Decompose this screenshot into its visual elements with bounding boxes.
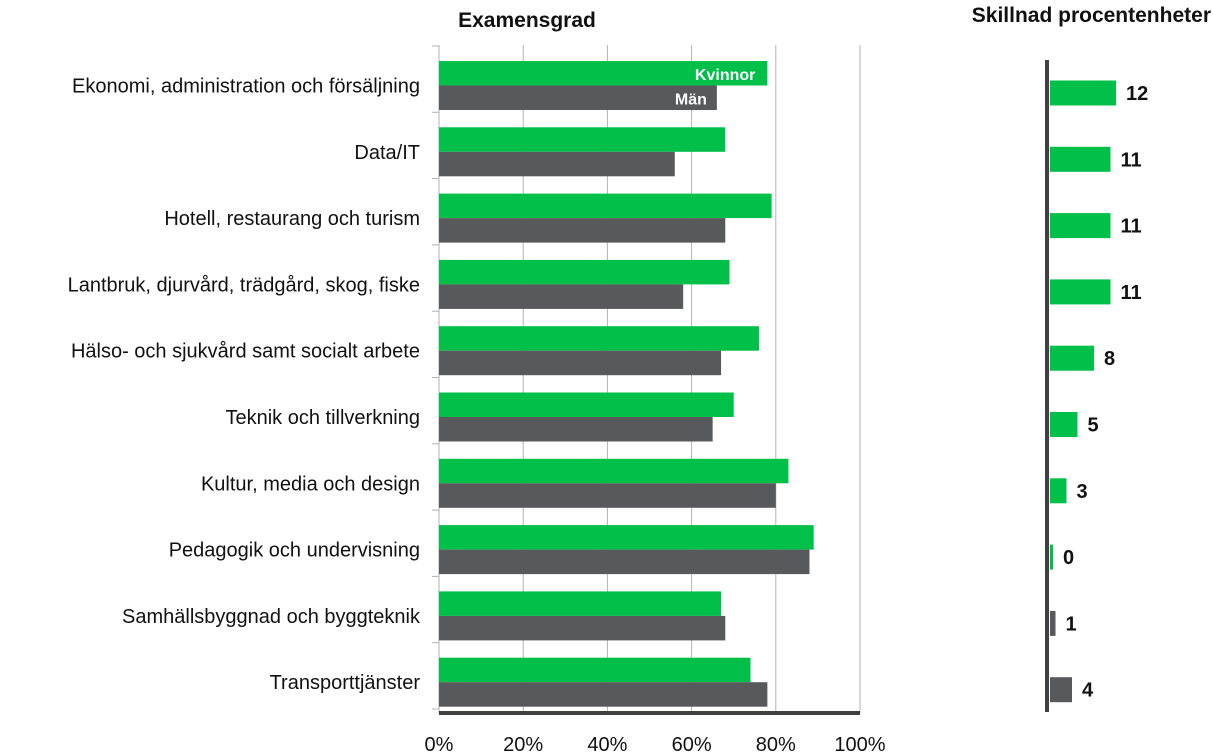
- category-label: Samhällsbyggnad och byggteknik: [122, 606, 421, 628]
- bar-man: [439, 615, 726, 641]
- difference-bar: [1050, 345, 1094, 371]
- category-labels: Ekonomi, administration och försäljning D…: [68, 76, 421, 695]
- difference-bar: [1050, 478, 1067, 504]
- bar-man: [439, 417, 713, 442]
- bar-kvinnor: [439, 525, 814, 550]
- bar-man: [439, 549, 810, 575]
- difference-bar: [1050, 677, 1072, 703]
- bar-kvinnor: [439, 259, 730, 285]
- bar-man: [439, 151, 675, 177]
- chart-title-skillnad: Skillnad procentenheter: [972, 4, 1211, 27]
- bar-kvinnor: [439, 458, 789, 484]
- legend-label-man: Män: [675, 92, 707, 109]
- bar-kvinnor: [439, 127, 726, 152]
- difference-bar: [1050, 80, 1116, 106]
- difference-value-label: 12: [1126, 83, 1148, 105]
- x-tick-label: 60%: [672, 734, 712, 755]
- bar-man: [439, 682, 768, 707]
- bar-kvinnor: [439, 61, 768, 86]
- category-label: Data/IT: [354, 142, 420, 164]
- difference-value-label: 8: [1104, 348, 1115, 370]
- difference-bar: [1050, 279, 1111, 305]
- chart-title-examensgrad: Examensgrad: [458, 9, 596, 32]
- category-label: Hälso- och sjukvård samt socialt arbete: [71, 341, 420, 363]
- bar-kvinnor: [439, 326, 759, 351]
- difference-bar: [1050, 610, 1056, 636]
- bar-man: [439, 483, 776, 508]
- bar-man: [439, 284, 684, 309]
- difference-chart: 12 11 11 11 8 5 3 0 1 4: [1045, 60, 1148, 712]
- category-label: Pedagogik och undervisning: [169, 540, 420, 562]
- bar-group: Kvinnor Män: [439, 61, 814, 707]
- difference-bar: [1050, 544, 1053, 570]
- bar-man: [439, 85, 717, 110]
- bar-man: [439, 218, 726, 243]
- category-label: Transporttjänster: [270, 672, 421, 694]
- difference-value-label: 0: [1063, 547, 1074, 569]
- difference-value-label: 3: [1077, 481, 1088, 503]
- x-tick-label: 20%: [503, 734, 543, 755]
- difference-value-label: 11: [1121, 216, 1142, 238]
- difference-bar: [1050, 213, 1111, 239]
- bar-kvinnor: [439, 193, 772, 219]
- category-label: Teknik och tillverkning: [225, 407, 420, 429]
- difference-bar: [1050, 412, 1078, 437]
- x-tick-label: 0%: [425, 734, 454, 755]
- x-tick-label: 100%: [834, 734, 885, 755]
- difference-value-label: 5: [1088, 415, 1099, 437]
- difference-value-label: 1: [1066, 613, 1077, 635]
- bar-kvinnor: [439, 392, 734, 417]
- category-label: Hotell, restaurang och turism: [164, 208, 420, 230]
- x-tick-label: 80%: [756, 734, 796, 755]
- bar-kvinnor: [439, 591, 722, 616]
- bar-man: [439, 350, 722, 376]
- difference-bar: [1050, 146, 1111, 172]
- difference-value-label: 4: [1082, 680, 1094, 702]
- category-label: Ekonomi, administration och försäljning: [72, 76, 420, 98]
- category-label: Lantbruk, djurvård, trädgård, skog, fisk…: [68, 274, 420, 296]
- difference-value-label: 11: [1121, 282, 1142, 304]
- difference-value-label: 11: [1121, 149, 1142, 171]
- x-tick-labels: 0% 20% 40% 60% 80% 100%: [425, 734, 886, 755]
- legend-label-kvinnor: Kvinnor: [695, 67, 755, 84]
- x-tick-label: 40%: [587, 734, 627, 755]
- category-label: Kultur, media och design: [201, 473, 420, 495]
- bar-kvinnor: [439, 657, 751, 683]
